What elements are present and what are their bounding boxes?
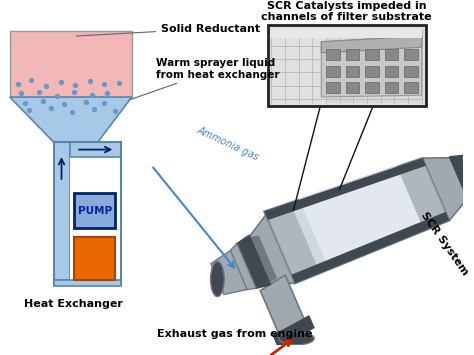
Polygon shape [249,235,277,283]
Text: Exhaust gas from engine: Exhaust gas from engine [156,329,312,339]
Text: Warm sprayer liquid
from heat exchanger: Warm sprayer liquid from heat exchanger [129,58,280,100]
Polygon shape [236,235,270,289]
Bar [346,49,359,60]
Bar [54,142,70,280]
Polygon shape [321,36,422,97]
Ellipse shape [279,332,314,345]
Bar [385,82,399,93]
Polygon shape [463,158,474,194]
Polygon shape [272,29,326,103]
Bar [404,66,418,77]
Polygon shape [299,166,424,268]
Bar [272,29,422,103]
Text: PUMP: PUMP [78,206,112,216]
Bar [326,66,340,77]
Bar [365,66,379,77]
Polygon shape [264,158,426,220]
Bar [365,82,379,93]
Bar [10,31,132,97]
Text: Solid Reductant: Solid Reductant [76,23,260,36]
Bar [365,49,379,60]
Bar [385,49,399,60]
Bar [267,25,426,106]
Text: Heat Exchanger: Heat Exchanger [24,299,123,309]
Polygon shape [292,212,449,283]
Bar [74,237,115,280]
Polygon shape [260,275,307,342]
Bar [74,193,115,228]
Bar [385,66,399,77]
Polygon shape [321,36,422,53]
Bar [272,29,422,38]
Text: Ammonia gas: Ammonia gas [195,125,260,163]
Polygon shape [471,157,474,189]
Text: SCR Catalysts impeded in
channels of filter substrate: SCR Catalysts impeded in channels of fil… [261,1,432,22]
Bar [404,49,418,60]
Bar [70,142,121,157]
Polygon shape [249,215,295,283]
Polygon shape [397,158,449,229]
Bar [404,82,418,93]
Polygon shape [230,244,256,290]
Bar [88,142,104,280]
Bar [54,142,121,285]
Polygon shape [273,316,314,347]
Polygon shape [449,155,474,200]
Polygon shape [211,250,248,294]
Bar [54,280,121,286]
Polygon shape [264,158,449,283]
Bar [346,82,359,93]
Text: SCR System: SCR System [419,211,470,277]
Bar [346,66,359,77]
Ellipse shape [210,262,224,296]
Bar [70,157,121,285]
Bar [326,49,340,60]
Polygon shape [423,158,469,220]
Polygon shape [264,203,319,283]
Polygon shape [10,97,132,142]
Bar [326,82,340,93]
